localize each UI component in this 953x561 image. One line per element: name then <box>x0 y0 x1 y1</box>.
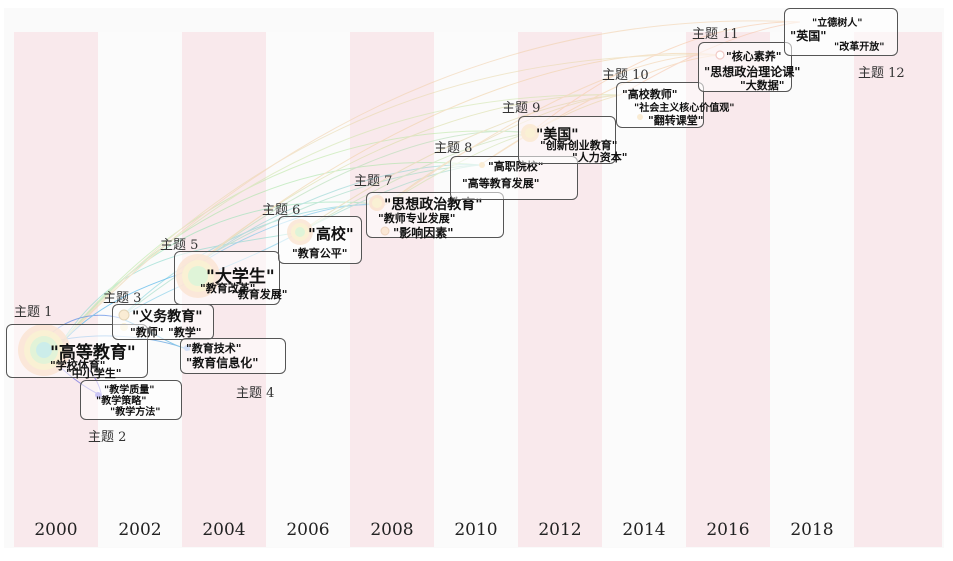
topic-7-keyword-3: "影响因素" <box>393 226 454 240</box>
topic-3-keyword-1: "义务教育" <box>132 309 203 325</box>
year-band-2018 <box>770 32 854 547</box>
topic-3-label: 主题 3 <box>103 291 142 306</box>
topic-9-keyword-2: "创新创业教育" <box>540 139 618 152</box>
year-band-2006 <box>266 32 350 547</box>
topic-10-keyword-2: "社会主义核心价值观" <box>634 103 735 114</box>
topic-3-box <box>112 304 214 340</box>
year-label-2014: 2014 <box>622 520 666 540</box>
topic-5-label: 主题 5 <box>160 238 199 253</box>
topic-2-keyword-2: "教学策略" <box>96 396 147 407</box>
year-band-end <box>854 32 942 547</box>
topic-1-keyword-3: "中小学生" <box>66 367 122 380</box>
topic-12-keyword-1: "立德树人" <box>812 18 863 29</box>
year-label-2018: 2018 <box>790 520 834 540</box>
year-label-2010: 2010 <box>454 520 498 540</box>
topic-8-keyword-2: "高等教育发展" <box>462 177 540 190</box>
topic-9-box <box>518 116 616 164</box>
year-label-2012: 2012 <box>538 520 582 540</box>
topic-10-label: 主题 10 <box>602 68 649 83</box>
year-label-2008: 2008 <box>370 520 414 540</box>
topic-1-keyword-2: "学校体育" <box>50 359 106 372</box>
topic-11-keyword-1: "核心素养" <box>726 50 782 63</box>
topic-5-keyword-2: "教育改革" <box>200 282 256 295</box>
topic-6-box <box>278 216 362 264</box>
topic-2-box <box>80 380 182 420</box>
year-label-2016: 2016 <box>706 520 750 540</box>
topic-4-keyword-2: "教育信息化" <box>186 356 259 370</box>
topic-8-label: 主题 8 <box>434 141 473 156</box>
topic-2-keyword-3: "教学方法" <box>110 407 161 418</box>
topic-11-keyword-3: "大数据" <box>740 79 785 92</box>
topic-12-keyword-3: "改革开放" <box>834 42 885 53</box>
topic-5-keyword-3: "教育发展" <box>232 288 288 301</box>
topic-1-keyword-1: "高等教育" <box>50 343 136 363</box>
year-label-2004: 2004 <box>202 520 246 540</box>
year-label-2006: 2006 <box>286 520 330 540</box>
topic-7-keyword-1: "思想政治教育" <box>384 197 483 213</box>
topic-7-label: 主题 7 <box>354 174 393 189</box>
topic-12-label: 主题 12 <box>858 66 905 81</box>
topic-11-keyword-2: "思想政治理论课" <box>704 65 801 79</box>
topic-11-label: 主题 11 <box>692 27 739 42</box>
topic-4-label: 主题 4 <box>236 386 275 401</box>
topic-4-box <box>180 338 286 374</box>
year-band-2010 <box>434 32 518 547</box>
topic-4-keyword-1: "教育技术" <box>186 342 242 355</box>
year-band-2000 <box>14 32 98 547</box>
topic-12-keyword-2: "英国" <box>790 29 827 43</box>
year-label-2002: 2002 <box>118 520 162 540</box>
topic-3-keyword-2: "教师" <box>130 326 164 339</box>
topic-6-label: 主题 6 <box>262 203 301 218</box>
topic-10-box <box>616 82 704 128</box>
topic-2-keyword-1: "教学质量" <box>104 385 155 396</box>
topic-6-keyword-2: "教育公平" <box>292 247 348 260</box>
topic-5-box <box>174 251 280 305</box>
topic-7-box <box>366 192 504 238</box>
year-label-2000: 2000 <box>34 520 78 540</box>
topic-9-keyword-3: "人力资本" <box>572 151 628 164</box>
topic-9-keyword-1: "美国" <box>536 127 579 143</box>
topic-7-keyword-2: "教师专业发展" <box>378 212 456 225</box>
topic-10-keyword-3: "翻转课堂" <box>648 114 704 127</box>
topic-2-label: 主题 2 <box>88 430 127 445</box>
topic-1-label: 主题 1 <box>14 305 53 320</box>
topic-5-keyword-1: "大学生" <box>206 267 275 287</box>
topic-12-box <box>784 8 898 56</box>
topic-6-keyword-1: "高校" <box>308 225 354 243</box>
topic-11-box <box>698 42 792 92</box>
topic-9-label: 主题 9 <box>502 101 541 116</box>
topic-3-keyword-3: "教学" <box>168 326 202 339</box>
topic-10-keyword-1: "高校教师" <box>622 88 678 101</box>
